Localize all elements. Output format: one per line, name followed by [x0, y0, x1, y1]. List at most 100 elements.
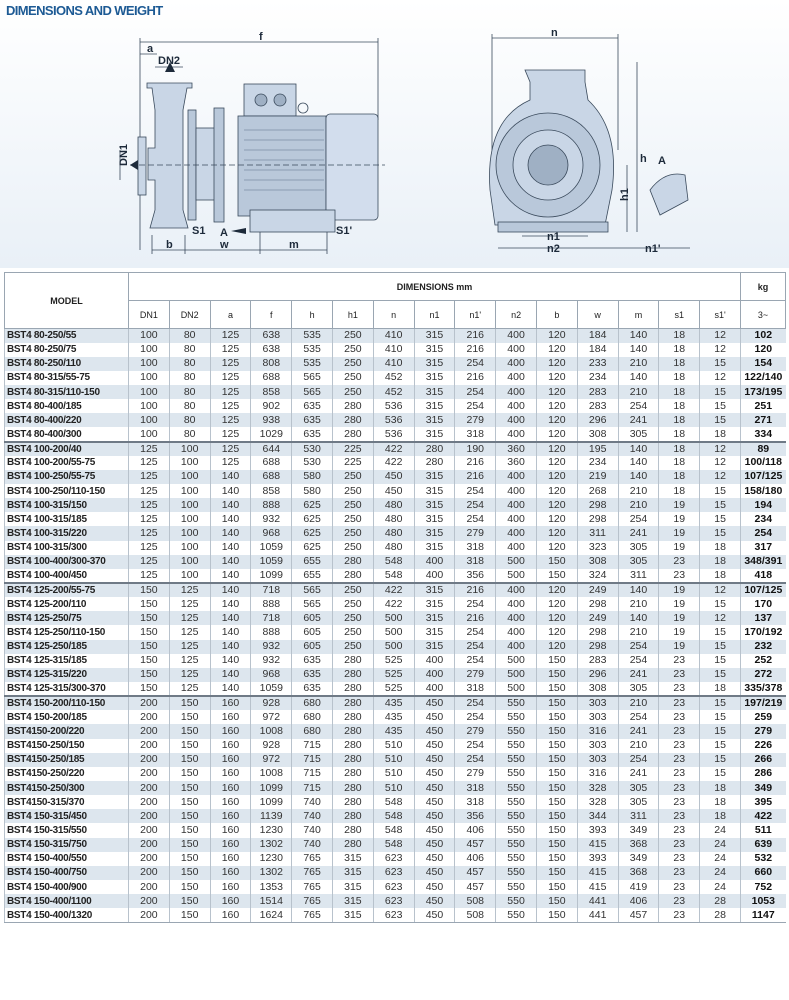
- table-row: BST4 80-400/185 100 80 125 902 635 280 536 315 25…: [4, 399, 786, 414]
- weight-cell: 122/140: [740, 370, 786, 386]
- dimension-cell: 315: [413, 625, 455, 640]
- dimension-cell: 419: [617, 879, 659, 895]
- dimension-cell: 160: [209, 879, 251, 895]
- table-row: BST4 125-200/55-75 150 125 140 718 565 250 422 3…: [4, 582, 786, 598]
- dimension-cell: 140: [209, 611, 251, 626]
- dimension-cell: 125: [128, 512, 170, 527]
- dimension-cell: 1624: [250, 908, 292, 923]
- label-n1-prime: n1': [645, 243, 661, 255]
- table-row: BST4 125-200/110 150 125 140 888 565 250 422 315…: [4, 597, 786, 612]
- dimension-cell: 18: [658, 440, 700, 456]
- dimension-cell: 19: [658, 611, 700, 626]
- dimension-cell: 688: [250, 455, 292, 470]
- model-cell: BST4 80-315/55-75: [4, 370, 129, 386]
- dimension-cell: 125: [168, 597, 211, 612]
- dimension-cell: 715: [291, 766, 333, 781]
- dimension-cell: 100: [168, 526, 211, 541]
- dimension-cell: 400: [495, 526, 537, 541]
- dimension-cell: 441: [576, 894, 619, 909]
- table-row: BST4 150-400/1100 200 150 160 1514 765 315 623 4…: [4, 894, 786, 909]
- dimension-cell: 625: [291, 540, 333, 555]
- dimension-cell: 500: [495, 667, 537, 683]
- table-row: BST4 80-315/55-75 100 80 125 688 565 250 452 315…: [4, 370, 786, 386]
- dimension-cell: 1059: [250, 554, 292, 569]
- dimension-cell: 315: [413, 597, 455, 612]
- dimension-cell: 480: [372, 512, 415, 527]
- dimension-cell: 100: [128, 370, 170, 386]
- dimension-cell: 250: [331, 484, 374, 499]
- dimension-cell: 140: [209, 653, 251, 668]
- table-row: BST4 100-200/55-75 125 100 125 688 530 225 422 2…: [4, 455, 786, 470]
- dimension-cell: 28: [699, 894, 741, 909]
- dimension-cell: 280: [331, 667, 374, 683]
- dimension-cell: 415: [576, 837, 619, 852]
- dimension-cell: 250: [331, 370, 374, 386]
- dimension-cell: 15: [699, 653, 741, 668]
- dimension-cell: 450: [413, 837, 455, 852]
- dimension-cell: 765: [291, 865, 333, 880]
- model-cell: BST4 150-400/550: [4, 851, 129, 866]
- dimension-cell: 254: [617, 710, 659, 725]
- dimension-cell: 450: [413, 710, 455, 725]
- dimension-cell: 254: [454, 695, 496, 711]
- dimension-cell: 120: [535, 440, 578, 456]
- label-n: n: [551, 27, 558, 39]
- dimension-cell: 400: [495, 498, 537, 513]
- table-row: BST4 125-250/110-150 150 125 140 888 605 250 50…: [4, 625, 786, 640]
- dimension-cell: 150: [128, 653, 170, 668]
- dimension-cell: 150: [128, 639, 170, 654]
- dimension-cell: 508: [454, 894, 496, 909]
- label-dn2: DN2: [158, 55, 180, 67]
- dimension-cell: 510: [372, 738, 415, 753]
- dimension-cell: 400: [495, 328, 537, 343]
- dimension-cell: 305: [617, 427, 659, 442]
- dimension-cell: 160: [209, 908, 251, 923]
- dimension-cell: 268: [576, 484, 619, 499]
- model-cell: BST4 125-200/110: [4, 597, 129, 612]
- dimension-cell: 510: [372, 752, 415, 767]
- dimension-cell: 625: [291, 526, 333, 541]
- dimension-cell: 23: [658, 667, 700, 683]
- model-header: MODEL: [4, 272, 129, 329]
- column-header: s1': [699, 300, 742, 329]
- dimension-cell: 740: [291, 795, 333, 810]
- dimension-cell: 565: [291, 370, 333, 386]
- dimension-cell: 150: [168, 894, 211, 909]
- dimension-cell: 283: [576, 653, 619, 668]
- dimension-cell: 548: [372, 809, 415, 824]
- dimension-cell: 808: [250, 356, 292, 371]
- dimension-cell: 125: [209, 328, 251, 343]
- model-cell: BST4150-200/220: [4, 724, 129, 739]
- dimension-cell: 298: [576, 498, 619, 513]
- dimension-cell: 450: [413, 752, 455, 767]
- dimension-cell: 565: [291, 597, 333, 612]
- dimension-cell: 450: [413, 781, 455, 796]
- side-view: [119, 34, 690, 254]
- model-cell: BST4 150-315/750: [4, 837, 129, 852]
- dimension-cell: 368: [617, 865, 659, 880]
- dimension-cell: 254: [617, 512, 659, 527]
- weight-cell: 317: [740, 540, 786, 555]
- dimension-cell: 296: [576, 667, 619, 683]
- column-header: n1: [413, 300, 456, 329]
- dimension-cell: 318: [454, 427, 496, 442]
- dimension-cell: 15: [699, 413, 741, 428]
- table-row: BST4 150-400/550 200 150 160 1230 765 315 623 45…: [4, 851, 786, 866]
- dimension-cell: 480: [372, 540, 415, 555]
- model-cell: BST4 80-315/110-150: [4, 385, 129, 400]
- dimension-cell: 280: [331, 710, 374, 725]
- label-a: a: [147, 43, 154, 55]
- table-row: BST4 80-315/110-150 100 80 125 858 565 250 452 3…: [4, 385, 786, 400]
- model-cell: BST4 125-250/185: [4, 639, 129, 654]
- dimension-cell: 160: [209, 865, 251, 880]
- dimension-cell: 120: [535, 370, 578, 386]
- table-row: BST4 80-400/300 100 80 125 1029 635 280 536 315 3…: [4, 427, 786, 442]
- dimension-cell: 406: [617, 894, 659, 909]
- dimension-cell: 15: [699, 752, 741, 767]
- dimension-cell: 19: [658, 582, 700, 598]
- dimension-cell: 15: [699, 766, 741, 781]
- dimension-cell: 23: [658, 894, 700, 909]
- dimension-cell: 125: [209, 370, 251, 386]
- model-cell: BST4 100-200/40: [4, 440, 129, 456]
- dimension-cell: 15: [699, 512, 741, 527]
